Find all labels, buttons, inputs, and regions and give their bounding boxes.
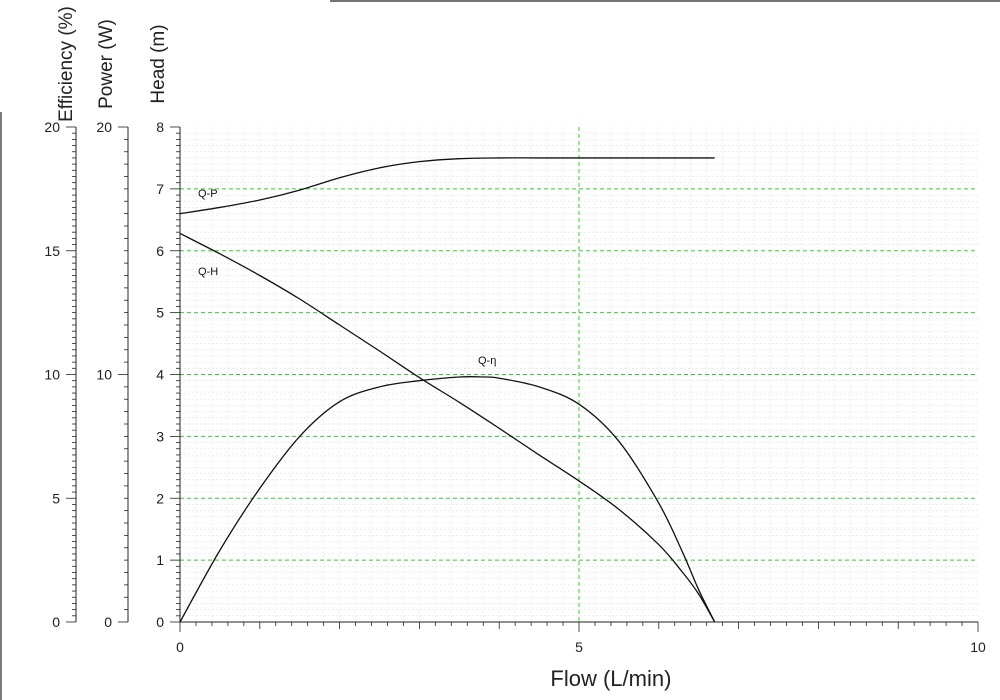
grid (180, 127, 978, 622)
efficiency-tick-label: 15 (44, 243, 60, 259)
head-tick-label: 0 (156, 614, 164, 630)
head-tick-label: 3 (156, 428, 164, 444)
head-tick-label: 4 (156, 367, 164, 383)
x-axis-title: Flow (L/min) (550, 666, 671, 691)
x-tick-label: 5 (575, 639, 583, 655)
head-tick-label: 7 (156, 181, 164, 197)
axes: 0 5 10 Flow (L/min) 0 1 2 3 4 5 6 7 8 Head (m) 0 10 20 Po… (44, 6, 986, 691)
efficiency-tick-label: 0 (52, 614, 60, 630)
efficiency-axis-title: Efficiency (%) (56, 6, 77, 122)
head-tick-label: 2 (156, 490, 164, 506)
efficiency-tick-label: 5 (52, 490, 60, 506)
power-axis-title: Power (W) (96, 19, 117, 109)
power-tick-label: 0 (104, 614, 112, 630)
efficiency-tick-label: 10 (44, 367, 60, 383)
series-line-Q-H (179, 232, 716, 623)
series-group (179, 157, 716, 623)
head-tick-label: 1 (156, 552, 164, 568)
power-tick-label: 10 (96, 367, 112, 383)
x-tick-label: 10 (970, 639, 986, 655)
curve-label: Q-η (478, 355, 496, 367)
head-tick-label: 6 (156, 243, 164, 259)
head-tick-label: 5 (156, 305, 164, 321)
labels-group: Q-P Q-H Q-η (198, 188, 496, 367)
series-line-Q-η (179, 376, 716, 623)
series-line-Q-P (179, 157, 715, 215)
curve-label: Q-H (198, 266, 218, 278)
x-tick-label: 0 (176, 639, 184, 655)
power-tick-label: 20 (96, 119, 112, 135)
head-axis-title: Head (m) (148, 24, 169, 103)
head-tick-label: 8 (156, 119, 164, 135)
curve-label: Q-P (198, 188, 218, 200)
efficiency-tick-label: 20 (44, 119, 60, 135)
